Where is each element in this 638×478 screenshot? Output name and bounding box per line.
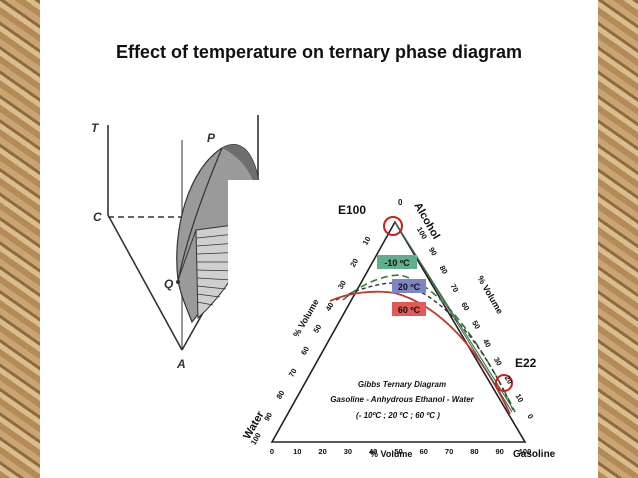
e22-label: E22: [515, 356, 537, 370]
left-tick-label: 10: [361, 235, 373, 247]
left-tick-label: 80: [274, 389, 286, 401]
label-a: A: [176, 357, 186, 371]
right-tick-label: 40: [481, 337, 493, 349]
ternary-diagram: -10 ºC 20 ºC 60 ºC E100 E22 Alcohol % Vo…: [228, 180, 570, 462]
bottom-tick-label: 30: [344, 447, 352, 456]
gasoline-label: Gasoline: [513, 449, 556, 460]
ternary-triangle: [270, 220, 527, 443]
left-tick-label: 90: [262, 411, 274, 423]
left-decorative-border: [0, 0, 40, 478]
ternary-background: [228, 180, 570, 462]
bottom-tick-label: 50: [394, 447, 402, 456]
edge-c-a: [107, 214, 183, 351]
tie-line-gray: [394, 221, 513, 413]
left-tick-label: 40: [324, 301, 336, 313]
right-tick-label: 30: [492, 356, 504, 368]
left-tick-label: 20: [348, 257, 360, 269]
bottom-tick-label: 20: [318, 447, 326, 456]
right-tick-label: 0: [525, 412, 535, 420]
bottom-tick-label: 100: [519, 447, 532, 456]
caption-line-2: Gasoline - Anhydrous Ethanol - Water: [330, 395, 474, 404]
dome-front-curve: [177, 147, 223, 283]
e22-circle: [495, 374, 513, 392]
bottom-axis-unit: % Volume: [370, 449, 412, 459]
right-tick-label: 70: [448, 282, 460, 294]
bottom-tick-label: 60: [420, 447, 428, 456]
bottom-tick-label: 80: [470, 447, 478, 456]
badge-60c-label: 60 ºC: [398, 305, 421, 315]
bottom-tick-label: 0: [270, 447, 274, 456]
point-q-marker: [176, 280, 180, 284]
e100-circle: [383, 216, 403, 236]
slide-title: Effect of temperature on ternary phase d…: [115, 42, 523, 62]
e100-label: E100: [338, 203, 366, 217]
right-decorative-border: [598, 0, 638, 478]
label-t: T: [91, 121, 100, 135]
badge-minus10c-label: -10 ºC: [384, 258, 410, 268]
bottom-tick-label: 70: [445, 447, 453, 456]
left-tick-label: 70: [287, 367, 299, 379]
bottom-tick-label: 40: [369, 447, 377, 456]
right-tick-label: 10: [513, 392, 525, 404]
badge-20c: [392, 279, 426, 293]
right-tick-label: 50: [470, 319, 482, 331]
right-tick-label: 60: [459, 301, 471, 313]
badge-20c-label: 20 ºC: [398, 282, 421, 292]
caption-line-3: (- 10ºC ; 20 ºC ; 60 ºC ): [356, 411, 440, 420]
left-tick-label: 30: [336, 279, 348, 291]
dome-shadow: [222, 144, 261, 215]
right-tick-label: 20: [503, 374, 515, 386]
label-q: Q: [164, 277, 174, 291]
right-tick-label: 90: [427, 246, 439, 258]
apex-zero-tick: 0: [398, 198, 403, 207]
bottom-tick-label: 90: [496, 447, 504, 456]
bottom-tick-label: 10: [293, 447, 301, 456]
caption-line-1: Gibbs Ternary Diagram: [358, 380, 446, 389]
badge-minus10c: [377, 255, 417, 269]
bottom-tick-labels: 0 10 20 30 40 50 60 70 80 90 100: [270, 447, 531, 456]
right-tick-label: 80: [438, 264, 450, 276]
left-tick-label: 50: [311, 323, 323, 335]
label-p: P: [207, 131, 216, 145]
dome-edge-q: [177, 229, 197, 281]
badge-60c: [392, 302, 426, 316]
left-tick-label: 60: [299, 345, 311, 357]
label-c: C: [93, 210, 102, 224]
